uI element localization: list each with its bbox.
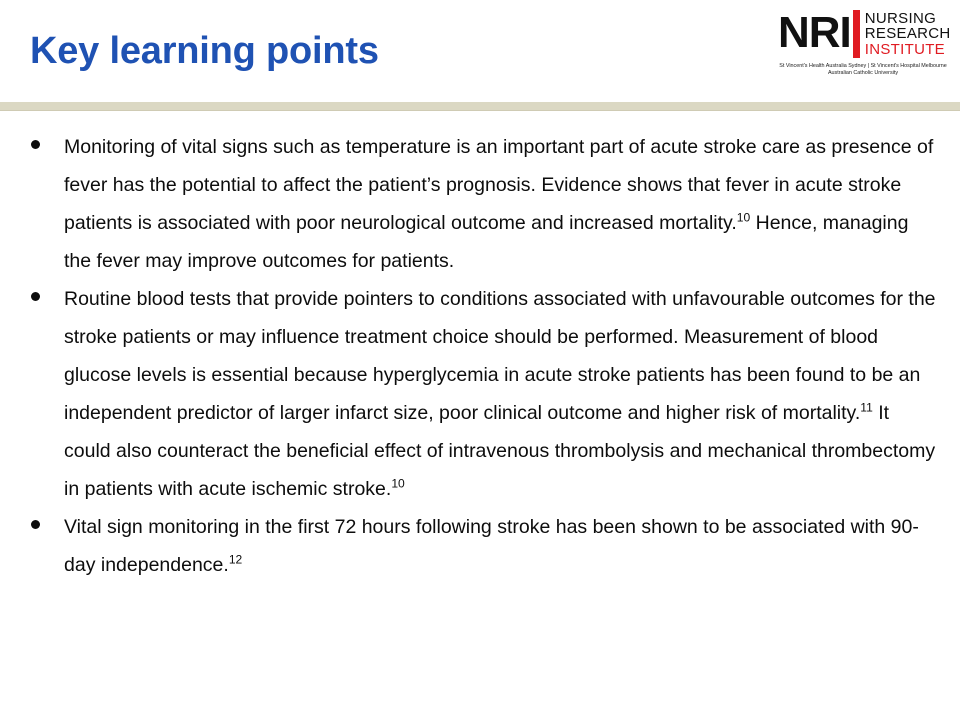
logo-wordmark: NURSING RESEARCH INSTITUTE: [865, 8, 951, 60]
bullet-dot-icon: [31, 140, 40, 149]
logo-word-research: RESEARCH: [864, 25, 951, 43]
slide-body: Monitoring of vital signs such as temper…: [0, 128, 960, 584]
list-item: Routine blood tests that provide pointer…: [0, 280, 960, 508]
logo-fineprint: St Vincent's Health Australia Sydney | S…: [770, 63, 956, 77]
header-divider: [0, 102, 960, 111]
reference-superscript: 12: [228, 552, 243, 567]
reference-superscript: 10: [391, 476, 405, 491]
page-title: Key learning points: [30, 30, 379, 72]
bullet-text: Routine blood tests that provide pointer…: [64, 280, 938, 508]
logo-fineprint-line-2: Australian Catholic University: [827, 70, 899, 76]
bullet-text: Monitoring of vital signs such as temper…: [64, 128, 938, 280]
logo-monogram: NRI: [778, 8, 852, 57]
bullet-text: Vital sign monitoring in the first 72 ho…: [64, 508, 938, 584]
reference-superscript: 11: [860, 400, 873, 415]
logo-fineprint-line-1: St Vincent's Health Australia Sydney | S…: [779, 63, 947, 69]
bullet-text-part-1: Vital sign monitoring in the first 72 ho…: [64, 516, 919, 576]
bullet-text-part-1: Monitoring of vital signs such as temper…: [64, 136, 934, 234]
bullet-dot-icon: [31, 292, 40, 301]
logo-red-divider-icon: [852, 10, 860, 58]
logo-word-nursing: NURSING: [864, 9, 937, 27]
logo-word-institute: INSTITUTE: [864, 40, 945, 58]
bullet-text-part-2: Hence, managing the fever may improve ou…: [64, 212, 909, 272]
slide-header: Key learning points NRI NURSING RESEARCH…: [0, 0, 960, 102]
bullet-text-part-1: Routine blood tests that provide pointer…: [64, 288, 936, 424]
nri-logo: NRI NURSING RESEARCH INSTITUTE St Vincen…: [770, 8, 956, 92]
reference-superscript: 10: [736, 210, 751, 225]
list-item: Monitoring of vital signs such as temper…: [0, 128, 960, 280]
bullet-dot-icon: [31, 520, 40, 529]
bullet-text-part-2: It could also counteract the beneficial …: [64, 402, 936, 500]
logo-lockup: NRI NURSING RESEARCH INSTITUTE: [770, 8, 956, 60]
list-item: Vital sign monitoring in the first 72 ho…: [0, 508, 960, 584]
